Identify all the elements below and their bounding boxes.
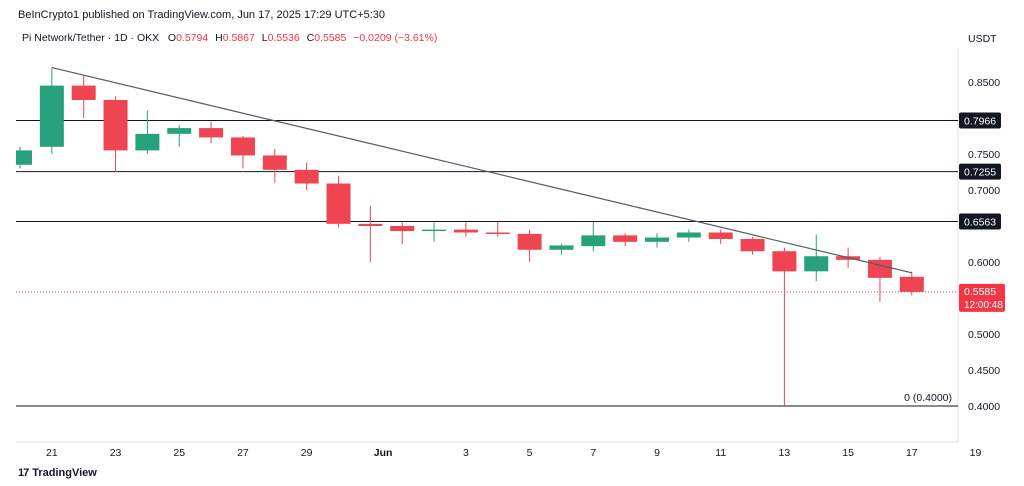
x-tick-label: 25	[173, 447, 185, 459]
level-price-tag-label: 0.7966	[964, 115, 996, 127]
high-value: 0.5867	[222, 32, 255, 44]
x-tick-label: 11	[715, 447, 726, 459]
candle-body	[39, 85, 64, 147]
candle-body	[772, 251, 797, 272]
level-price-tag-label: 0.7255	[964, 167, 996, 179]
candle-body	[103, 100, 128, 151]
low-value: 0.5536	[267, 32, 300, 44]
candle-body	[645, 237, 669, 242]
candle-body	[71, 85, 96, 100]
y-tick-label: 0.7500	[968, 149, 1000, 161]
x-tick-label: 15	[842, 447, 854, 459]
level-price-tag	[959, 163, 1001, 180]
x-tick-label: 7	[590, 447, 596, 459]
x-tick-label: 21	[46, 447, 58, 459]
open-label: O	[167, 32, 177, 44]
close-value: 0.5585	[314, 32, 347, 44]
open-value: 0.5794	[176, 32, 209, 44]
candle-body	[867, 259, 892, 278]
candle-body	[390, 226, 415, 232]
candle-body	[485, 232, 510, 234]
candle-body	[358, 223, 383, 226]
close-label: C	[306, 32, 315, 44]
x-tick-label: 27	[237, 447, 249, 459]
candle-body	[230, 137, 255, 156]
publisher-line: BeInCrypto1 published on TradingView.com…	[18, 9, 386, 21]
y-tick-label: 0.6000	[968, 257, 1000, 269]
x-tick-label: 19	[970, 447, 982, 459]
candle-body	[294, 169, 319, 184]
symbol-legend: Pi Network/Tether · 1D · OKX O0.5794 H0.…	[22, 32, 437, 44]
candle-body	[16, 150, 32, 165]
x-tick-label: 17	[906, 447, 918, 459]
x-tick-label: 13	[779, 447, 791, 459]
candle-body	[199, 128, 224, 138]
x-tick-label: 5	[527, 447, 533, 459]
currency-label[interactable]: USDT	[968, 33, 997, 45]
descending-trendline	[51, 67, 912, 274]
low-label: L	[261, 32, 268, 44]
symbol-name[interactable]: Pi Network/Tether · 1D · OKX	[22, 32, 160, 44]
candle-body	[581, 235, 606, 247]
y-tick-label: 0.8500	[968, 77, 1000, 89]
y-tick-label: 0.4000	[968, 401, 1000, 413]
candle-body	[517, 233, 542, 250]
x-tick-label: 3	[463, 447, 469, 459]
candle-body	[167, 128, 192, 134]
candle-body	[899, 276, 924, 292]
level-price-tag-label: 0.6563	[964, 216, 996, 228]
level-price-tag	[959, 213, 1001, 230]
candle-body	[804, 256, 829, 272]
candle-body	[676, 232, 701, 238]
high-label: H	[215, 32, 223, 44]
candle-body	[326, 183, 351, 224]
candle-body	[422, 229, 447, 232]
candle-body	[740, 238, 765, 252]
candle-body	[613, 235, 638, 242]
y-tick-label: 0.4500	[968, 365, 1000, 377]
y-tick-label: 0.5000	[968, 329, 1000, 341]
current-price-tag	[959, 283, 1005, 312]
change-value: −0.0209 (−3.61%)	[353, 32, 438, 44]
x-tick-label: 9	[654, 447, 660, 459]
candle-body	[262, 155, 287, 170]
candle-body	[549, 245, 574, 250]
x-tick-label: 29	[301, 447, 313, 459]
y-tick-label: 0.7000	[968, 185, 1000, 197]
candle-body	[453, 229, 478, 233]
candle-body	[135, 133, 160, 151]
level-label: 0 (0.4000)	[904, 392, 952, 404]
countdown-label: 12:00:48	[964, 300, 1003, 311]
level-price-tag	[959, 112, 1001, 129]
x-tick-label: 23	[110, 447, 122, 459]
tradingview-logo[interactable]: 17 TradingView	[18, 467, 97, 479]
candle-body	[708, 232, 733, 239]
tradingview-brand: TradingView	[32, 467, 97, 479]
current-price-label: 0.5585	[964, 286, 996, 298]
x-tick-label: Jun	[374, 447, 393, 459]
tradingview-logo-icon: 17	[18, 467, 29, 479]
